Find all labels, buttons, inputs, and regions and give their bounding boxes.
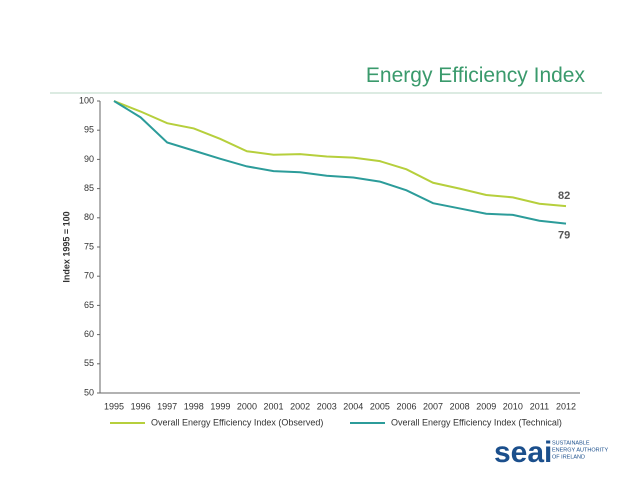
x-tick-label: 1995 bbox=[104, 401, 124, 411]
logo-text: seai bbox=[494, 436, 552, 469]
x-tick-label: 2003 bbox=[317, 401, 337, 411]
x-tick-label: 2008 bbox=[450, 401, 470, 411]
y-tick-label: 100 bbox=[79, 95, 94, 105]
x-tick-label: 2002 bbox=[290, 401, 310, 411]
y-tick-label: 65 bbox=[84, 300, 94, 310]
x-tick-label: 1999 bbox=[210, 401, 230, 411]
x-tick-label: 2006 bbox=[396, 401, 416, 411]
y-tick-label: 70 bbox=[84, 271, 94, 281]
x-tick-label: 2009 bbox=[476, 401, 496, 411]
y-tick-label: 55 bbox=[84, 358, 94, 368]
x-tick-label: 2012 bbox=[556, 401, 576, 411]
y-axis-label: Index 1995 = 100 bbox=[61, 211, 71, 282]
data-line bbox=[113, 100, 567, 208]
data-line bbox=[113, 100, 567, 225]
legend-label: Overall Energy Efficiency Index (Observe… bbox=[151, 417, 323, 427]
y-tick-label: 80 bbox=[84, 212, 94, 222]
logo-tagline: OF IRELAND bbox=[552, 454, 585, 460]
x-tick-label: 2000 bbox=[237, 401, 257, 411]
y-tick-label: 95 bbox=[84, 125, 94, 135]
data-label: 82 bbox=[558, 190, 570, 202]
x-tick-label: 1997 bbox=[157, 401, 177, 411]
y-tick-label: 85 bbox=[84, 183, 94, 193]
x-tick-label: 2004 bbox=[343, 401, 363, 411]
x-tick-label: 2005 bbox=[370, 401, 390, 411]
x-tick-label: 2001 bbox=[264, 401, 284, 411]
x-tick-label: 1996 bbox=[131, 401, 151, 411]
y-tick-label: 50 bbox=[84, 387, 94, 397]
logo-tagline: SUSTAINABLE bbox=[552, 440, 590, 446]
chart-title: Energy Efficiency Index bbox=[366, 64, 586, 87]
x-tick-label: 2007 bbox=[423, 401, 443, 411]
logo-tagline: ENERGY AUTHORITY bbox=[552, 447, 608, 453]
y-tick-label: 75 bbox=[84, 241, 94, 251]
y-tick-label: 60 bbox=[84, 329, 94, 339]
legend-label: Overall Energy Efficiency Index (Technic… bbox=[391, 417, 562, 427]
x-tick-label: 2010 bbox=[503, 401, 523, 411]
x-tick-label: 1998 bbox=[184, 401, 204, 411]
data-label: 79 bbox=[558, 230, 570, 242]
x-tick-label: 2011 bbox=[530, 401, 549, 411]
y-tick-label: 90 bbox=[84, 154, 94, 164]
